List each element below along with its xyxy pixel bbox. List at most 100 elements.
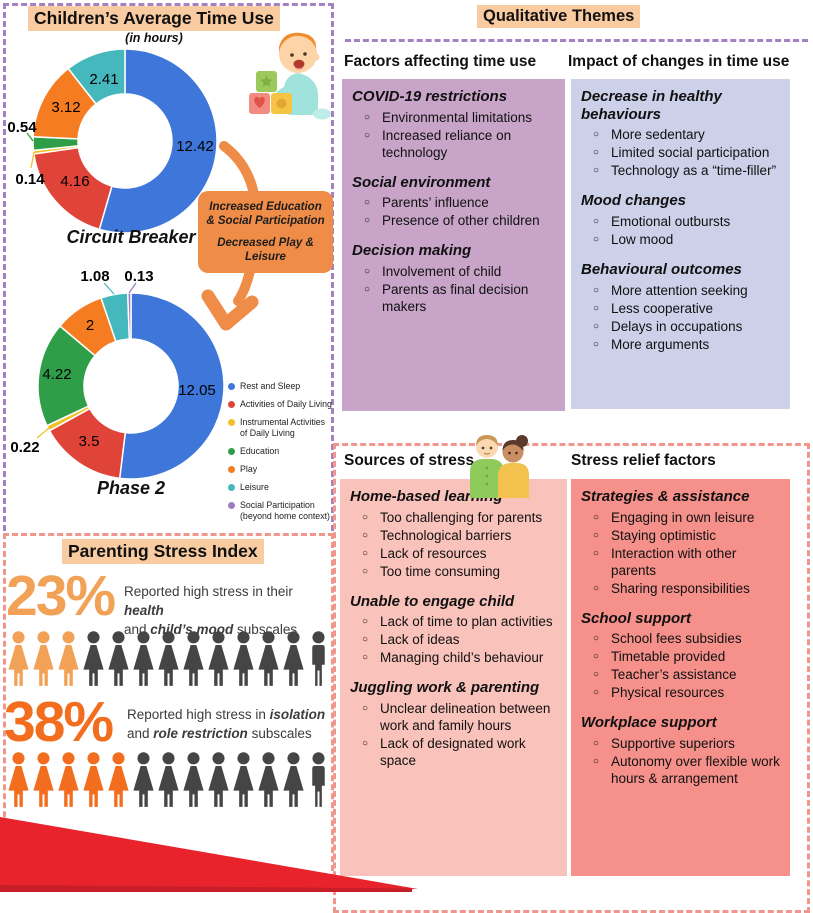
bullet-item: ○ Low mood (581, 231, 782, 248)
bullet-text: Emotional outbursts (611, 214, 731, 230)
person-female-icon (83, 752, 104, 807)
bullet-text: Less cooperative (611, 300, 714, 316)
bullet-text: Lack of designated work space (380, 736, 526, 769)
bullet-icon: ○ (592, 651, 600, 663)
stat1-text3: subscales (233, 622, 298, 638)
person-female-icon (183, 631, 204, 686)
factors-box: COVID-19 restrictions ○ Environmental limi… (342, 79, 565, 411)
bullet-icon: ○ (592, 234, 600, 246)
bullet-text: Staying optimistic (611, 527, 717, 543)
psi-stat2-description: Reported high stress in isolation and ro… (127, 705, 337, 743)
bullet-item: ○ Interaction with other parents (581, 545, 782, 579)
bullet-item: ○ Autonomy over flexible work hours & arr… (581, 753, 782, 787)
bullet-text: Low mood (611, 232, 674, 248)
bullet-item: ○ Lack of time to plan activities (350, 613, 559, 630)
psi-stat1-icon-row (6, 630, 331, 688)
bullet-icon: ○ (592, 529, 600, 541)
bullet-text: Autonomy over flexible work hours & arra… (611, 754, 780, 787)
bullet-icon: ○ (592, 338, 600, 350)
legend-dot-icon (228, 501, 235, 509)
baby-with-blocks-icon (249, 32, 331, 120)
person-female-icon (283, 752, 304, 807)
sources-of-stress-header: Sources of stress (344, 452, 475, 469)
bullet-text: Limited social participation (611, 145, 770, 161)
bullet-item: ○ Delays in occupations (581, 318, 782, 335)
bullet-text: Unclear delineation between work and fam… (380, 701, 551, 734)
person-female-icon (33, 752, 54, 807)
bullet-icon: ○ (361, 703, 369, 715)
bullet-item: ○ Engaging in own leisure (581, 509, 782, 526)
legend-label: Activities of Daily Living (240, 398, 332, 409)
legend-item: Leisure (228, 482, 334, 493)
legend-item: Instrumental Activities of Daily Living (228, 417, 334, 440)
bullet-icon: ○ (592, 320, 600, 332)
bullet-icon: ○ (592, 547, 600, 559)
bullet-icon: ○ (363, 215, 371, 227)
person-female-icon (208, 631, 229, 686)
bullet-text: Parents’ influence (382, 195, 489, 211)
transition-note: Increased Education & Social Participati… (198, 191, 333, 273)
bullet-item: ○ Less cooperative (581, 300, 782, 317)
bullet-item: ○ Too challenging for parents (350, 509, 559, 526)
person-female-icon (283, 631, 304, 686)
bullet-icon: ○ (361, 652, 369, 664)
infographic-page: { "colors": { "highlight_peach": "#F9CBA… (0, 3, 810, 913)
group-header: Decrease in healthy behaviours (581, 88, 722, 123)
bullet-icon: ○ (592, 302, 600, 314)
bullet-item: ○ Physical resources (581, 684, 782, 701)
bullet-item: ○ Staying optimistic (581, 527, 782, 544)
psi-stat1-description: Reported high stress in their health and… (124, 582, 334, 639)
stress-relief-header: Stress relief factors (571, 452, 716, 469)
person-female-icon (108, 631, 129, 686)
legend-dot-icon (228, 448, 235, 456)
legend-item: Rest and Sleep (228, 381, 334, 392)
chart-title-phase-2: Phase 2 (96, 478, 166, 498)
bullet-item: ○ Technological barriers (350, 527, 559, 544)
stress-relief-box: Strategies & assistance ○ Engaging in own … (571, 479, 790, 876)
time-use-panel-border (3, 3, 334, 531)
time-use-title: Children’s Average Time Use (28, 6, 280, 31)
bullet-icon: ○ (361, 634, 369, 646)
bullet-item: ○ Environmental limitations (352, 109, 557, 126)
qualitative-divider-line (345, 39, 808, 42)
person-female-icon (58, 631, 79, 686)
psi-title: Parenting Stress Index (62, 539, 264, 564)
bullet-icon: ○ (363, 129, 371, 141)
bullet-item: ○ Increased reliance on technology (352, 127, 557, 161)
bullet-text: Lack of resources (380, 545, 487, 561)
legend-label: Rest and Sleep (240, 381, 301, 391)
bullet-text: Managing child’s behaviour (380, 650, 544, 666)
bullet-text: Physical resources (611, 685, 725, 701)
bullet-item: ○ More attention seeking (581, 282, 782, 299)
bullet-icon: ○ (361, 616, 369, 628)
person-female-icon (183, 752, 204, 807)
group-header: Decision making (352, 242, 472, 260)
bullet-icon: ○ (363, 284, 371, 296)
bullet-icon: ○ (592, 687, 600, 699)
bullet-icon: ○ (592, 669, 600, 681)
bullet-item: ○ School fees subsidies (581, 630, 782, 647)
person-female-icon (8, 752, 29, 807)
legend-label: Social Participation (beyond home contex… (240, 499, 330, 522)
chart-legend: Rest and Sleep Activities of Daily Living… (228, 381, 334, 523)
bullet-item: ○ Teacher’s assistance (581, 666, 782, 683)
person-male-icon (312, 752, 325, 807)
group-header: Home-based learning (350, 488, 503, 505)
bullet-text: Parents as final decision makers (382, 282, 529, 315)
bullet-icon: ○ (592, 633, 600, 645)
impact-header: Impact of changes in time use (568, 53, 790, 70)
bullet-text: Engaging in own leisure (611, 509, 755, 525)
legend-item: Social Participation (beyond home contex… (228, 500, 334, 523)
bullet-text: More attention seeking (611, 282, 748, 298)
bullet-item: ○ Too time consuming (350, 563, 559, 580)
qualitative-themes-title: Qualitative Themes (477, 5, 641, 28)
bullet-text: Environmental limitations (382, 109, 533, 125)
bullet-text: Teacher’s assistance (611, 667, 737, 683)
bullet-text: Sharing responsibilities (611, 580, 750, 596)
bullet-text: Technology as a “time-filler” (611, 163, 777, 179)
bullet-text: More sedentary (611, 127, 705, 143)
legend-dot-icon (228, 466, 235, 474)
person-female-icon (33, 631, 54, 686)
bullet-text: Delays in occupations (611, 318, 743, 334)
group-header: Mood changes (581, 192, 687, 210)
